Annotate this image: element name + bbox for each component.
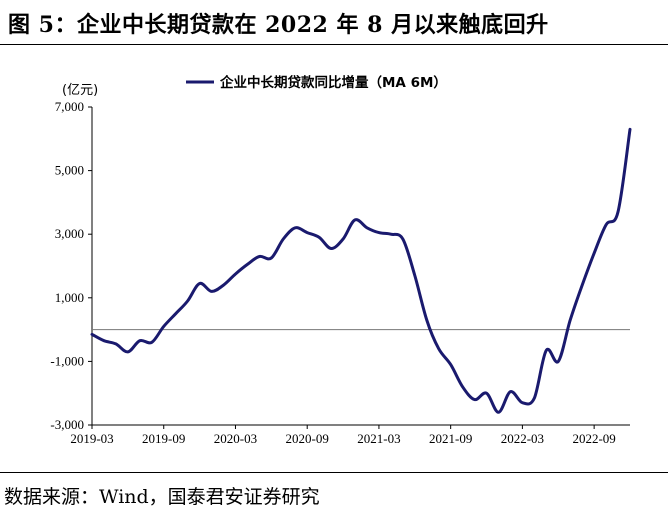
title-bar: 图 5：企业中长期贷款在 2022 年 8 月以来触底回升 (0, 0, 668, 45)
chart-series (90, 127, 632, 414)
x-tick-label: 2022-09 (572, 431, 615, 446)
chart-legend: 企业中长期贷款同比增量（MA 6M） (186, 74, 447, 91)
series-line (90, 127, 632, 414)
chart-ticks: -3,000 -1,000 1,000 3,000 5,000 7,000 2019-03 2… (50, 99, 615, 446)
x-tick-label: 2019-09 (142, 431, 185, 446)
line-chart: -3,000 -1,000 1,000 3,000 5,000 7,000 2019-03 2… (50, 74, 632, 446)
data-source: 数据来源：Wind，国泰君安证券研究 (4, 486, 320, 508)
y-tick-label: 1,000 (55, 290, 84, 305)
figure-title: 图 5：企业中长期贷款在 2022 年 8 月以来触底回升 (8, 12, 549, 38)
source-divider (0, 472, 668, 473)
y-tick-label: 7,000 (55, 99, 84, 114)
x-tick-label: 2019-03 (70, 431, 113, 446)
y-tick-label: 3,000 (55, 226, 84, 241)
y-tick-label: -1,000 (50, 353, 84, 368)
x-tick-label: 2022-03 (501, 431, 544, 446)
x-tick-label: 2021-09 (429, 431, 472, 446)
y-tick-label: 5,000 (55, 163, 84, 178)
legend-label: 企业中长期贷款同比增量（MA 6M） (219, 74, 447, 91)
x-tick-label: 2021-03 (357, 431, 400, 446)
y-tick-label: -3,000 (50, 417, 84, 432)
x-tick-label: 2020-03 (214, 431, 257, 446)
x-tick-label: 2020-09 (286, 431, 329, 446)
chart-axes (91, 107, 630, 426)
y-unit-label: (亿元) (62, 83, 98, 98)
